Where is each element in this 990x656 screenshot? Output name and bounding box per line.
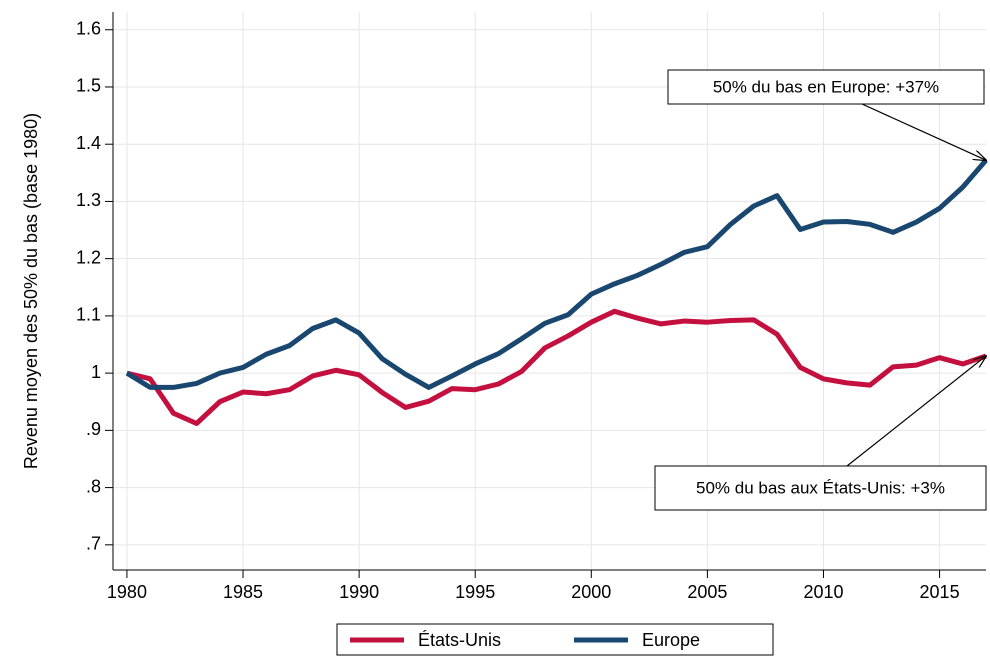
y-tick-label: 1.5 — [76, 76, 101, 96]
annotation-box — [654, 465, 987, 511]
annotation: 50% du bas en Europe: +37% — [713, 77, 939, 96]
x-tick-label: 2005 — [687, 582, 727, 602]
y-tick-label: 1.3 — [76, 190, 101, 210]
y-tick-label: 1.4 — [76, 133, 101, 153]
annotation-box — [667, 69, 985, 105]
y-tick-label: 1.1 — [76, 305, 101, 325]
x-tick-label: 2010 — [803, 582, 843, 602]
annotation: 50% du bas aux États-Unis: +3% — [696, 478, 945, 497]
annotation-arrow — [861, 103, 986, 160]
x-tick-label: 1990 — [339, 582, 379, 602]
legend-label: États-Unis — [418, 630, 501, 650]
y-tick-label: .8 — [86, 476, 101, 496]
x-tick-label: 1980 — [107, 582, 147, 602]
line — [125, 158, 988, 390]
y-tick-label: 1.6 — [76, 18, 101, 38]
y-tick-label: 1 — [91, 362, 101, 382]
line — [126, 308, 987, 426]
legend-label: Europe — [642, 630, 700, 650]
x-tick-label: 1995 — [455, 582, 495, 602]
y-tick-label: .7 — [86, 534, 101, 554]
x-tick-label: 2015 — [920, 582, 960, 602]
y-tick-label: 1.2 — [76, 247, 101, 267]
y-tick-label: .9 — [86, 419, 101, 439]
y-axis-label: Revenu moyen des 50% du bas (base 1980) — [21, 113, 41, 469]
x-tick-label: 2000 — [571, 582, 611, 602]
legend-box — [336, 623, 774, 656]
annotation-arrow — [846, 356, 986, 467]
x-tick-label: 1985 — [223, 582, 263, 602]
